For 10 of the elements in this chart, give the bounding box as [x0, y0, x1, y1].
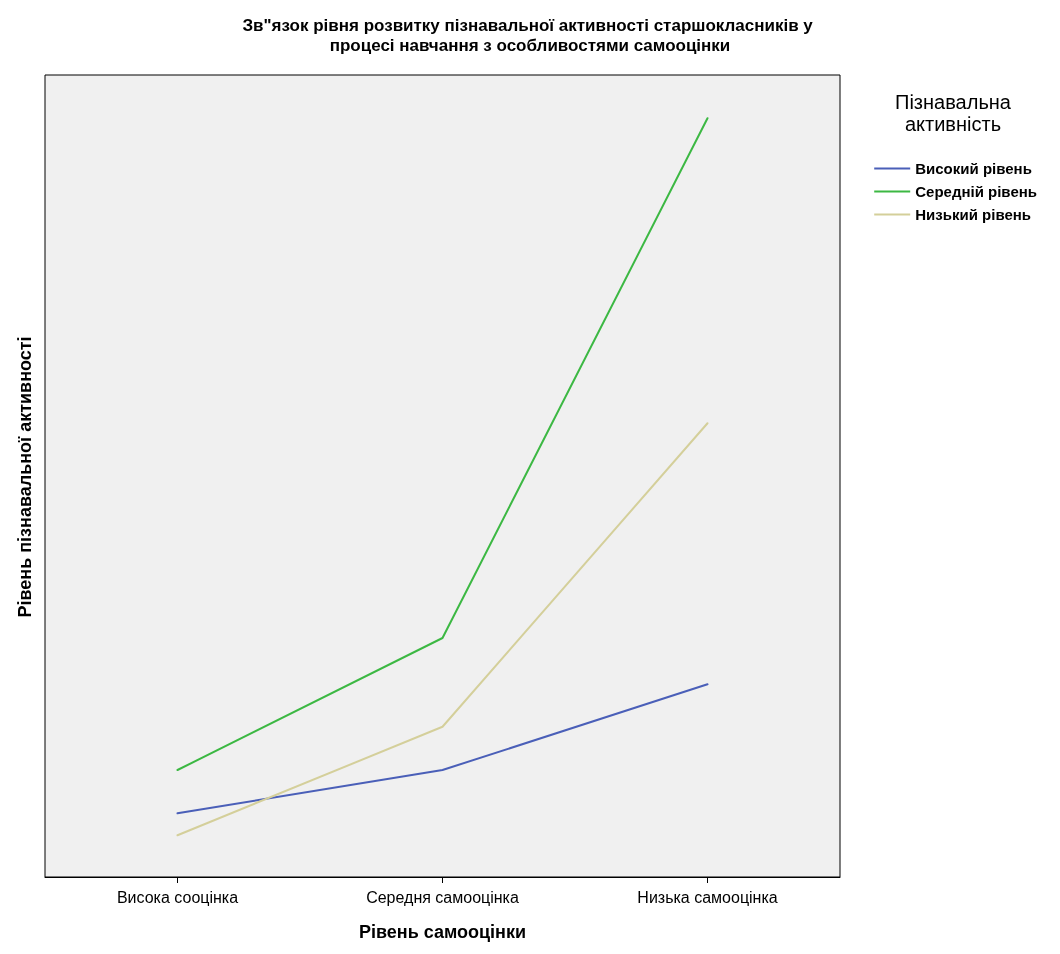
chart-title: Зв"язок рівня розвитку пізнавальної активності старшокласників у процесі навчання з особливостями самооцінки [242, 15, 818, 55]
x-tick-label: Низька самооцінка [637, 888, 778, 906]
y-axis-title: Рівень пізнавальної активності [15, 336, 35, 618]
legend-title: Пізнавальна активність [895, 91, 1012, 135]
x-tick-label: Висока сооцінка [116, 888, 239, 906]
x-axis-title: Рівень самооцінки [358, 922, 527, 942]
legend-label: Низький рівень [915, 206, 1032, 223]
x-tick-label: Середня самооцінка [366, 888, 519, 906]
legend-label: Високий рівень [915, 160, 1032, 177]
legend-label: Середній рівень [915, 183, 1037, 200]
